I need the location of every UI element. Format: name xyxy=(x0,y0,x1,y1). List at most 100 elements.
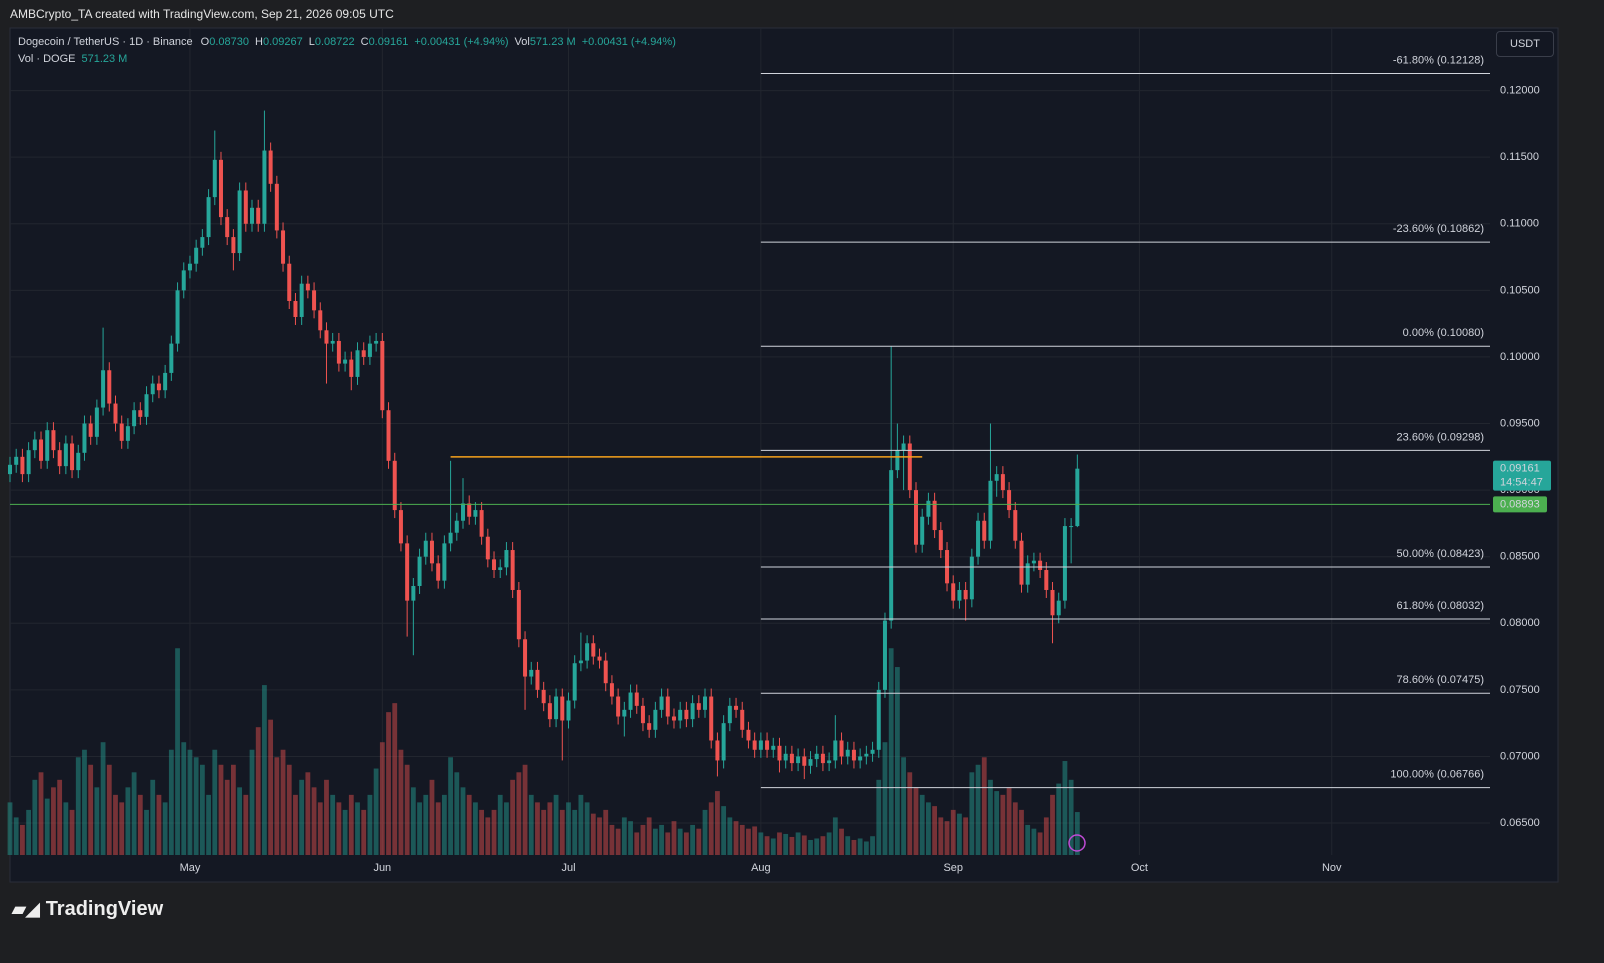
volume-bar xyxy=(131,772,137,855)
volume-bar xyxy=(683,832,689,855)
candle-body xyxy=(132,410,137,427)
candle-body xyxy=(1050,589,1055,616)
candle-body xyxy=(349,359,354,377)
volume-bar xyxy=(20,824,25,855)
volume-bar xyxy=(100,742,106,855)
volume-bar xyxy=(1031,828,1037,855)
volume-bar xyxy=(150,779,156,855)
volume-bar xyxy=(504,802,509,855)
candle-body xyxy=(256,207,261,224)
candle-body xyxy=(951,583,956,601)
candle-body xyxy=(796,756,801,764)
ohlc-value: 0.08730 xyxy=(209,36,249,48)
candle-body xyxy=(361,350,366,357)
candle-body xyxy=(541,689,546,704)
candle-body xyxy=(789,753,794,764)
candle-body xyxy=(734,705,739,710)
volume-bar xyxy=(404,764,410,855)
volume-bar xyxy=(652,828,658,855)
symbol: Dogecoin / TetherUS · 1D · Binance xyxy=(18,36,193,48)
y-tick-label: 0.10000 xyxy=(1500,351,1540,363)
candle-body xyxy=(467,503,472,517)
volume-bar xyxy=(423,794,429,855)
currency-button[interactable]: USDT xyxy=(1496,31,1554,57)
candle-body xyxy=(1044,570,1049,590)
candle-body xyxy=(119,423,124,441)
fib-label: 23.60% (0.09298) xyxy=(1397,431,1484,443)
candle-body xyxy=(777,745,782,761)
volume-bar xyxy=(379,742,385,855)
candle-body xyxy=(820,753,825,764)
volume-bar xyxy=(1019,809,1024,855)
candle-body xyxy=(578,660,583,664)
volume-bar xyxy=(1068,779,1074,855)
candle-body xyxy=(1056,600,1061,616)
candle-body xyxy=(913,490,918,545)
y-tick-label: 0.08500 xyxy=(1500,551,1540,563)
volume-bar xyxy=(212,749,218,855)
volume-bar xyxy=(206,794,211,855)
volume-bar xyxy=(621,817,627,855)
volume-bar xyxy=(894,667,900,855)
candle-body xyxy=(721,723,726,761)
volume-bar xyxy=(460,787,466,855)
candle-body xyxy=(696,703,701,710)
candle-body xyxy=(485,536,490,560)
volume-bar xyxy=(584,802,590,855)
candle-body xyxy=(1062,526,1067,601)
candle-body xyxy=(411,585,416,601)
candle-body xyxy=(709,696,714,741)
volume-bar xyxy=(926,802,931,855)
volume-bar xyxy=(113,794,118,855)
candle-body xyxy=(150,383,155,395)
candle-body xyxy=(51,430,56,451)
candle-body xyxy=(423,540,428,557)
volume-bar xyxy=(820,836,826,855)
y-tick-label: 0.08000 xyxy=(1500,617,1540,629)
volume-bar xyxy=(615,828,621,855)
candle-body xyxy=(690,703,695,720)
candle-body xyxy=(572,663,577,701)
volume-bar xyxy=(981,757,987,855)
volume-bar xyxy=(168,749,174,855)
candle-body xyxy=(932,500,937,531)
volume-bar xyxy=(907,772,913,855)
candle-body xyxy=(107,370,112,404)
y-tick-label: 0.10500 xyxy=(1500,284,1540,296)
candle-body xyxy=(39,439,44,461)
fib-label: -61.80% (0.12128) xyxy=(1393,54,1484,66)
volume-bar xyxy=(429,779,435,855)
volume-bar xyxy=(845,836,851,855)
candle-body xyxy=(1038,560,1043,571)
volume-bar xyxy=(770,838,776,855)
volume-bar xyxy=(870,836,875,855)
y-tick-label: 0.11000 xyxy=(1500,218,1539,230)
legend-row: Vol · DOGE 571.23 M xyxy=(18,51,682,68)
y-tick-label: 0.07000 xyxy=(1500,750,1540,762)
volume-bar xyxy=(237,787,243,855)
volume-bar xyxy=(597,817,602,855)
volume-bar xyxy=(466,794,472,855)
volume-bar xyxy=(950,809,956,855)
candle-body xyxy=(498,567,503,571)
candle-body xyxy=(243,190,248,224)
candle-body xyxy=(634,692,639,706)
volume-bar xyxy=(578,794,584,855)
volume-bar xyxy=(863,841,869,855)
y-tick-label: 0.11500 xyxy=(1500,151,1539,163)
volume-bar xyxy=(659,824,664,855)
x-tick-label: Aug xyxy=(751,862,771,874)
legend-row: Dogecoin / TetherUS · 1D · Binance O0.087… xyxy=(18,34,682,51)
candle-body xyxy=(882,620,887,690)
candle-body xyxy=(802,756,807,766)
volume-bar xyxy=(13,817,19,855)
candle-body xyxy=(281,230,286,264)
candle-body xyxy=(740,709,745,730)
ohlc-value: 0.09267 xyxy=(262,36,303,48)
volume-bar xyxy=(280,749,286,855)
x-tick-label: May xyxy=(180,862,201,874)
volume-bar xyxy=(857,838,863,855)
volume-bar xyxy=(299,779,305,855)
volume-bar xyxy=(876,779,882,855)
candle-body xyxy=(163,372,168,391)
